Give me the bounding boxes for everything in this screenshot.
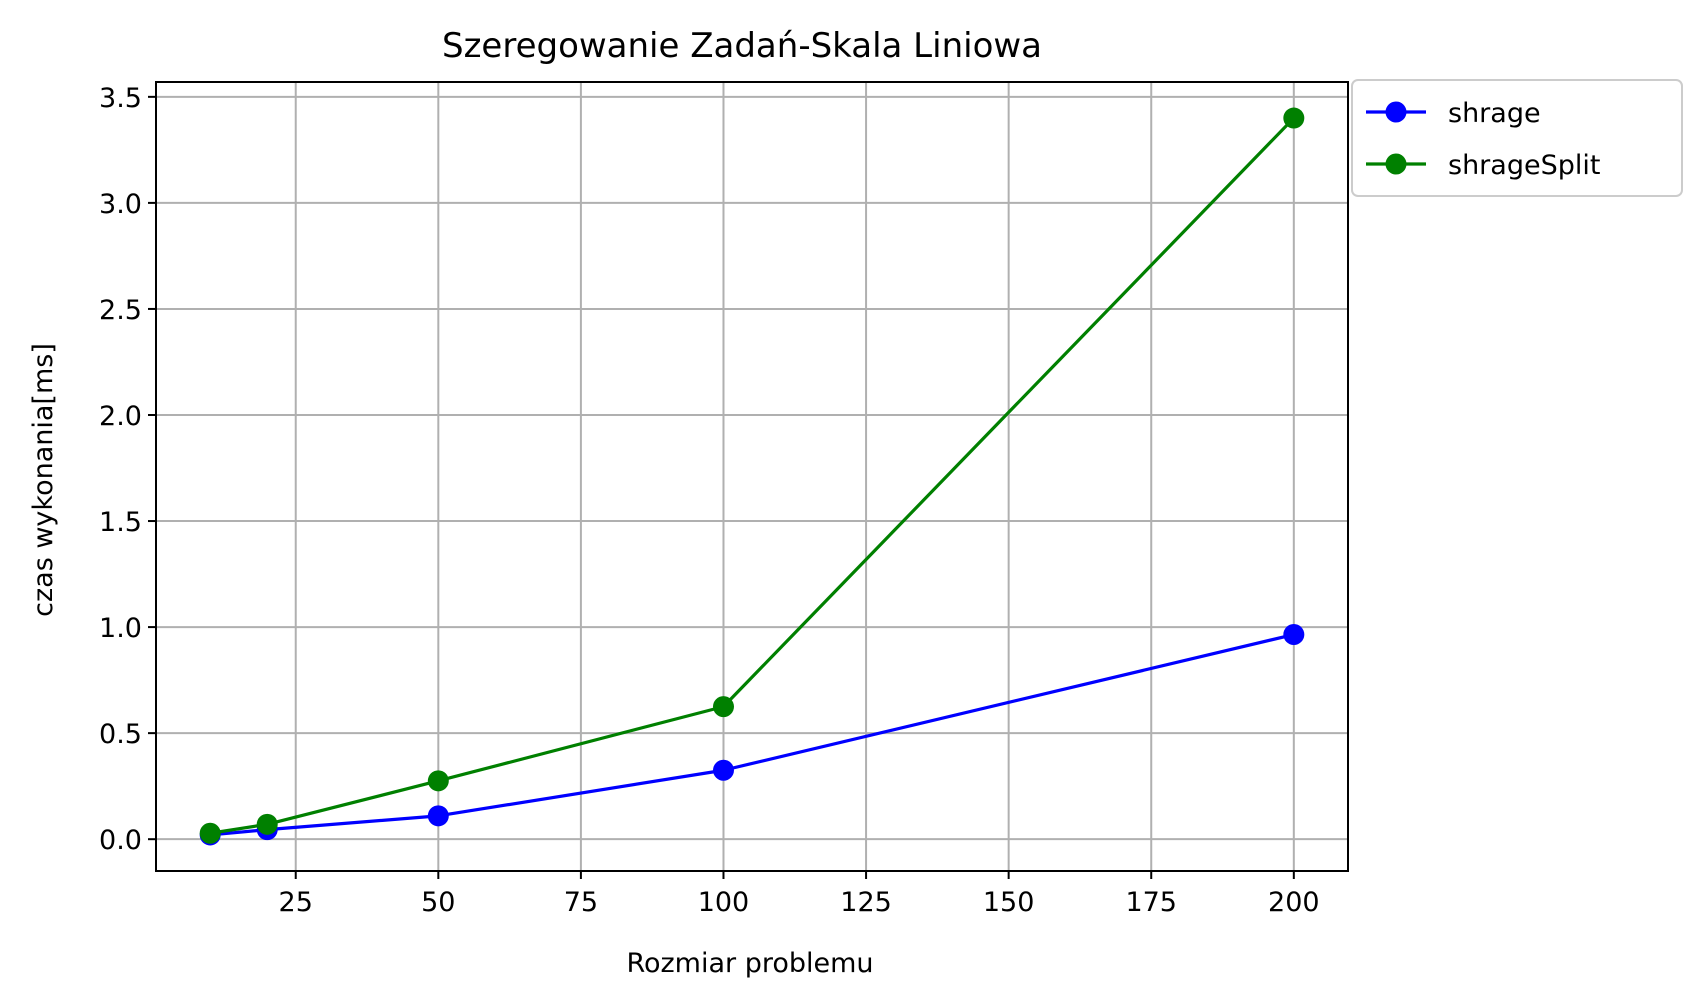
x-tick-label: 100 xyxy=(698,887,750,918)
y-tick-label: 2.5 xyxy=(99,295,142,326)
chart-title: Szeregowanie Zadań-Skala Liniowa xyxy=(442,26,1042,66)
legend-label: shrage xyxy=(1448,98,1541,129)
x-tick-label: 200 xyxy=(1268,887,1320,918)
x-tick-label: 175 xyxy=(1125,887,1177,918)
axis-ticks: 25 50 75 100 125 150 175 200 0.0 0.5 1.0 1.5 2.0 2.5 3… xyxy=(99,83,1320,918)
legend-frame xyxy=(1351,79,1683,197)
y-tick-label: 0.0 xyxy=(99,825,142,856)
x-tick-label: 75 xyxy=(564,887,598,918)
data-point-shrage xyxy=(427,805,449,827)
y-tick-label: 1.0 xyxy=(99,613,142,644)
data-point-shrageSplit xyxy=(199,822,221,844)
series-shrage xyxy=(199,624,1305,846)
legend-swatch-marker xyxy=(1385,101,1407,123)
data-point-shrageSplit xyxy=(712,696,734,718)
series-line-shrage xyxy=(210,632,1295,837)
data-point-shrageSplit xyxy=(427,770,449,792)
data-point-shrage xyxy=(712,759,734,781)
x-tick-label: 50 xyxy=(421,887,455,918)
legend: shrage shrageSplit xyxy=(1351,79,1683,197)
plot-frame xyxy=(155,81,1349,872)
x-tick-label: 125 xyxy=(840,887,892,918)
x-tick-label: 150 xyxy=(983,887,1035,918)
legend-item: shrageSplit xyxy=(1366,150,1600,181)
legend-item: shrage xyxy=(1366,98,1541,129)
series-line-shrageSplit xyxy=(209,116,1295,835)
legend-swatch-marker xyxy=(1385,153,1407,175)
y-tick-label: 2.0 xyxy=(99,401,142,432)
x-tick-label: 25 xyxy=(279,887,313,918)
y-axis-label: czas wykonania[ms] xyxy=(28,343,59,617)
grid xyxy=(156,82,1348,871)
x-axis-label: Rozmiar problemu xyxy=(626,948,873,979)
data-point-shrageSplit xyxy=(1283,107,1305,129)
series-shrageSplit xyxy=(199,107,1305,844)
y-tick-label: 3.5 xyxy=(99,83,142,114)
y-tick-label: 3.0 xyxy=(99,189,142,220)
y-tick-label: 1.5 xyxy=(99,507,142,538)
data-point-shrageSplit xyxy=(256,813,278,835)
legend-label: shrageSplit xyxy=(1448,150,1600,181)
series-layer xyxy=(199,107,1305,846)
y-tick-label: 0.5 xyxy=(99,719,142,750)
data-point-shrage xyxy=(1283,624,1305,646)
